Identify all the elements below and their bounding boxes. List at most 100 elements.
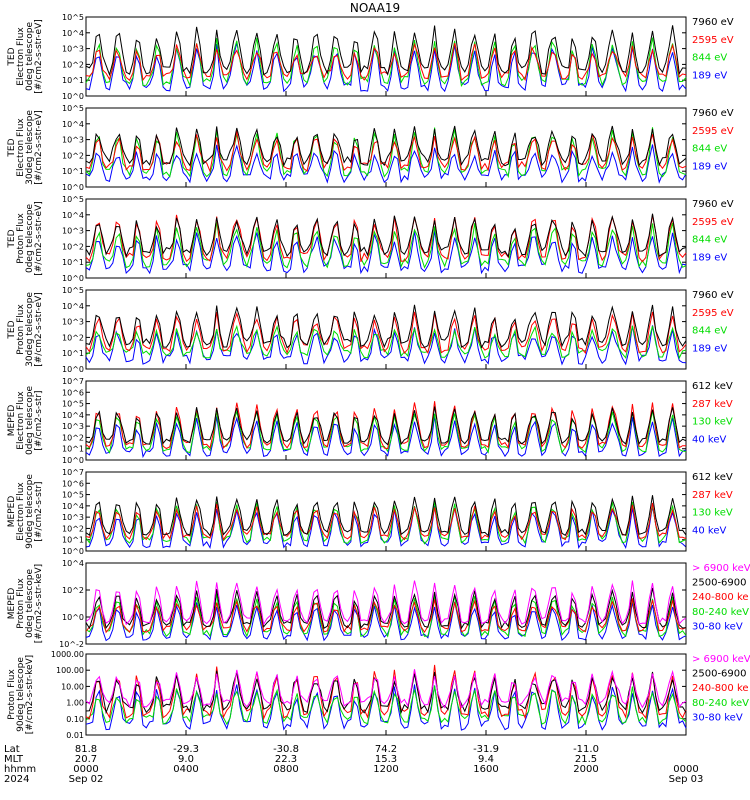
y-tick-label: 10^2 <box>62 333 84 342</box>
y-tick-label: 10^4 <box>62 29 84 38</box>
series-line <box>85 495 687 537</box>
footer-row-label: hhmm <box>4 764 36 775</box>
legend-entry: 240-800 ke <box>692 683 749 694</box>
footer-value: 0000 <box>73 764 98 775</box>
footer-row-label: Lat <box>4 744 20 755</box>
y-tick-label: 10^4 <box>62 411 84 420</box>
y-tick-label: 10^1 <box>62 76 84 85</box>
y-tick-label: 10^2 <box>62 524 84 533</box>
series-line <box>85 401 687 450</box>
panel-6: 10^0 10^1 10^2 10^3 10^4 10^5 10^6 10^7 MEPED Ele… <box>7 468 733 556</box>
series-line <box>85 213 687 258</box>
series-line <box>85 125 687 168</box>
y-tick-label: 10^1 <box>62 349 84 358</box>
y-tick-label: 0.10 <box>66 715 84 724</box>
footer-value: 0000 <box>673 764 698 775</box>
y-tick-label: 10^6 <box>62 479 84 488</box>
series-line <box>85 311 687 355</box>
y-tick-label: 10^6 <box>62 388 84 397</box>
y-tick-label: 10^2 <box>62 60 84 69</box>
series-line <box>85 406 687 446</box>
legend-entry: 30-80 keV <box>692 621 743 632</box>
y-tick-label: 10^1 <box>62 536 84 545</box>
footer-value: 2000 <box>573 764 598 775</box>
footer-value: 74.2 <box>375 744 397 755</box>
legend-entry: 287 keV <box>692 399 733 410</box>
y-tick-label: 10^0 <box>62 456 84 465</box>
y-tick-label: 10^1 <box>62 445 84 454</box>
y-axis-label: 0deg telescope <box>25 204 35 274</box>
footer-value: 0400 <box>173 764 198 775</box>
series-line <box>85 580 687 626</box>
series-line <box>85 500 687 545</box>
y-axis-label: TED <box>7 47 17 66</box>
y-axis-label: [#/cm2-s-str-keV] <box>25 655 35 734</box>
legend-entry: 2595 eV <box>692 308 734 319</box>
legend-entry: 7960 eV <box>692 290 734 301</box>
y-tick-label: 10^4 <box>62 120 84 129</box>
y-axis-label: Electron Flux <box>16 27 26 86</box>
legend-entry: 612 keV <box>692 381 733 392</box>
series-line <box>85 601 687 642</box>
series-line <box>85 130 687 173</box>
y-axis-label: 0deg telescope <box>25 569 35 639</box>
footer-value: Sep 03 <box>669 774 704 785</box>
footer-value: Sep 02 <box>69 774 104 785</box>
y-axis-label: MEPED <box>7 496 17 528</box>
legend-entry: 287 keV <box>692 490 733 501</box>
series-line <box>85 669 687 709</box>
y-axis-label: 0deg telescope <box>25 22 35 92</box>
y-axis-label: 0deg telescope <box>25 386 35 456</box>
footer-value: 22.3 <box>275 754 297 765</box>
legend-entry: 2500-6900 <box>692 669 747 680</box>
series-line <box>85 144 687 184</box>
legend-entry: 7960 eV <box>692 199 734 210</box>
y-axis-label: TED <box>7 138 17 157</box>
footer-value: -11.0 <box>573 744 599 755</box>
y-axis-label: [#/cm2-s-str] <box>34 481 44 541</box>
legend-entry: 80-240 keV <box>692 698 749 709</box>
series-line <box>85 664 687 721</box>
y-tick-label: 10^7 <box>62 468 84 477</box>
y-tick-label: 10^2 <box>62 242 84 251</box>
y-tick-label: 10^4 <box>62 559 84 568</box>
y-axis-label: TED <box>7 320 17 339</box>
y-tick-label: 10^3 <box>62 422 84 431</box>
legend-entry: 189 eV <box>692 343 727 354</box>
footer-value: 21.5 <box>575 754 597 765</box>
y-tick-label: 10.00 <box>61 682 84 691</box>
legend-entry: 189 eV <box>692 252 727 263</box>
y-axis-label: Proton Flux <box>16 213 26 264</box>
legend-entry: 2595 eV <box>692 217 734 228</box>
footer-value: 15.3 <box>375 754 397 765</box>
y-tick-label: 10^0 <box>62 547 84 556</box>
y-axis-label: [#/cm2-s-str-eV] <box>34 110 44 185</box>
footer-value: -30.8 <box>273 744 299 755</box>
series-line <box>85 502 687 541</box>
y-axis-label: Proton Flux <box>16 304 26 355</box>
y-tick-label: 10^5 <box>62 400 84 409</box>
legend-entry: 240-800 ke <box>692 592 749 603</box>
panel-3: 10^0 10^1 10^2 10^3 10^4 10^5 TED Proton Flux 0d… <box>7 195 734 283</box>
panel-1: 10^0 10^1 10^2 10^3 10^4 10^5 TED Electron Flux… <box>7 13 734 101</box>
legend-entry: 2595 eV <box>692 126 734 137</box>
footer-row-label: 2024 <box>4 774 29 785</box>
y-tick-label: 10^0 <box>62 613 84 622</box>
series-line <box>85 304 687 349</box>
y-tick-label: 10^0 <box>62 274 84 283</box>
series-line <box>85 598 687 634</box>
y-tick-label: 10^5 <box>62 195 84 204</box>
legend-entry: 30-80 keV <box>692 712 743 723</box>
y-axis-label: MEPED <box>7 405 17 437</box>
footer-value: 0800 <box>273 764 298 775</box>
y-axis-label: [#/cm2-s-str-keV] <box>34 564 44 643</box>
legend-entry: 40 keV <box>692 434 726 445</box>
legend-entry: 7960 eV <box>692 17 734 28</box>
y-tick-label: 1000.00 <box>51 650 84 659</box>
legend-entry: 844 eV <box>692 144 727 155</box>
legend-entry: 80-240 keV <box>692 607 749 618</box>
legend-entry: 7960 eV <box>692 108 734 119</box>
series-line <box>85 25 687 77</box>
